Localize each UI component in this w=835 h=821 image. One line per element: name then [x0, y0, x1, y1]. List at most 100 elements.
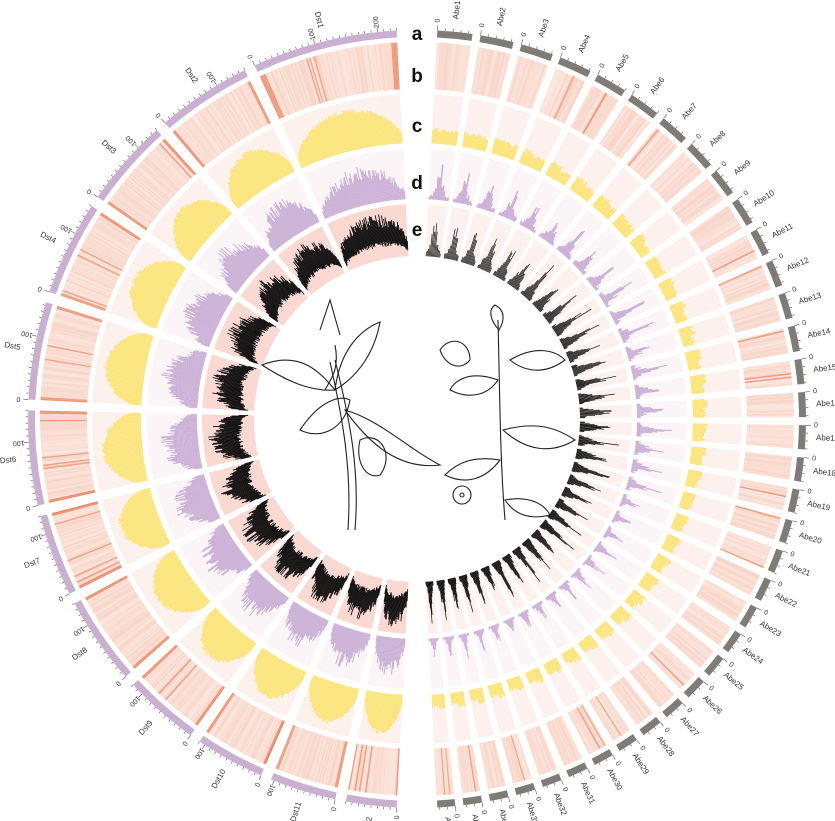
track-d-bar [454, 199, 457, 203]
track-d-bar [192, 303, 222, 319]
track-e-line [244, 519, 268, 536]
track-c-bar [137, 532, 167, 547]
track-b-heatmap-bin [42, 456, 90, 464]
track-d-bar [622, 337, 629, 342]
track-c-bar [117, 395, 142, 399]
track-e-line [526, 538, 535, 548]
track-d-bar [574, 261, 580, 267]
track-e-line [254, 519, 273, 533]
track-e-line [216, 386, 241, 392]
track-d-bar [580, 266, 587, 273]
track-d-bar [478, 629, 486, 652]
track-d-bar [591, 267, 615, 286]
track-e-line [358, 592, 367, 620]
track-d-bar [343, 178, 354, 209]
track-d-bar [500, 211, 504, 217]
track-e-line [217, 394, 241, 398]
track-c-bar [304, 138, 316, 163]
track-e-line [430, 581, 433, 594]
track-c-bar [293, 670, 304, 690]
track-d-bar [625, 348, 631, 351]
track-b-heatmap-bin [746, 415, 794, 418]
track-d-bar [634, 386, 643, 390]
track-c-bar [659, 280, 675, 290]
track-c-bar [474, 688, 478, 700]
track-b-heatmap-bin [40, 440, 88, 445]
track-e-line [548, 515, 554, 520]
track-d-bar [510, 617, 514, 624]
track-e-line [264, 308, 278, 319]
track-c-bar [230, 169, 253, 199]
track-b-heatmap-bin [77, 252, 121, 275]
track-d-bar [237, 251, 257, 270]
track-d-bar [579, 262, 590, 272]
track-c-bar [399, 694, 402, 712]
track-b-heatmap-bin [639, 661, 673, 698]
track-b-heatmap-bin [43, 364, 91, 373]
track-d-bar [221, 268, 243, 286]
track-b-heatmap-bin [75, 558, 119, 581]
track-e-line [216, 429, 240, 432]
track-b-heatmap-bin [558, 716, 580, 760]
chromosome-Abe27 [521, 538, 675, 709]
track-c-bar [114, 347, 149, 357]
track-d-bar [278, 216, 294, 238]
track-e-line [347, 238, 355, 257]
track-d-bar [573, 572, 587, 585]
track-b-heatmap-bin [551, 719, 573, 764]
track-b-heatmap-bin [149, 152, 184, 187]
track-c-bar [120, 503, 155, 516]
track-d-bar [188, 356, 205, 362]
track-e-line [396, 221, 400, 244]
track-e-line [233, 332, 256, 344]
track-e-line [496, 561, 504, 574]
track-c-bar [666, 535, 682, 544]
track-e-line [532, 300, 538, 305]
track-d-bar [343, 185, 352, 210]
track-b-heatmap-bin [369, 746, 377, 794]
track-b-heatmap-bin [236, 87, 261, 130]
track-e-line [350, 583, 359, 604]
track-b-heatmap-bin [746, 403, 794, 407]
track-e-line [270, 528, 284, 540]
track-c-bar [300, 144, 311, 165]
track-b-heatmap-bin [367, 746, 376, 793]
track-b-heatmap-bin [60, 294, 106, 312]
track-b-heatmap-bin [548, 721, 569, 765]
track-b-heatmap-bin [468, 744, 478, 792]
tick-mark [716, 167, 721, 171]
track-c-bar [120, 504, 155, 517]
track-c-bar [353, 688, 358, 705]
track-b-heatmap-bin [61, 291, 107, 309]
track-d-bar [201, 534, 231, 553]
track-d-bar [616, 511, 619, 514]
track-c-bar [692, 413, 705, 416]
track-d-bar [538, 233, 542, 237]
track-b-heatmap-bin [474, 47, 486, 95]
track-b-heatmap-bin [608, 112, 638, 152]
track-c-bar [653, 270, 666, 279]
track-c-bar [228, 185, 245, 205]
track-b-heatmap-bin [507, 736, 522, 782]
track-c-bar [121, 514, 159, 530]
track-b-heatmap-bin [52, 504, 99, 518]
track-b-heatmap-bin [57, 518, 103, 534]
track-d-bar [194, 509, 217, 521]
track-b-heatmap-bin [314, 55, 329, 102]
track-b-heatmap-bin [734, 315, 781, 330]
track-c-bar [196, 199, 222, 225]
track-e-line [535, 530, 547, 541]
track-c-bar [554, 658, 562, 670]
track-d-bar [221, 263, 246, 283]
track-d-bar [241, 250, 259, 267]
track-e-line [259, 295, 278, 311]
track-b-heatmap-bin [199, 110, 228, 150]
track-b-heatmap-bin [619, 678, 650, 717]
track-c-bar [671, 305, 686, 313]
track-c-bar [315, 680, 329, 715]
track-c-bar [110, 349, 148, 360]
track-d-bar [630, 470, 634, 472]
track-e-line [476, 570, 479, 574]
track-e-line [321, 575, 334, 597]
track-e-line [521, 543, 524, 547]
